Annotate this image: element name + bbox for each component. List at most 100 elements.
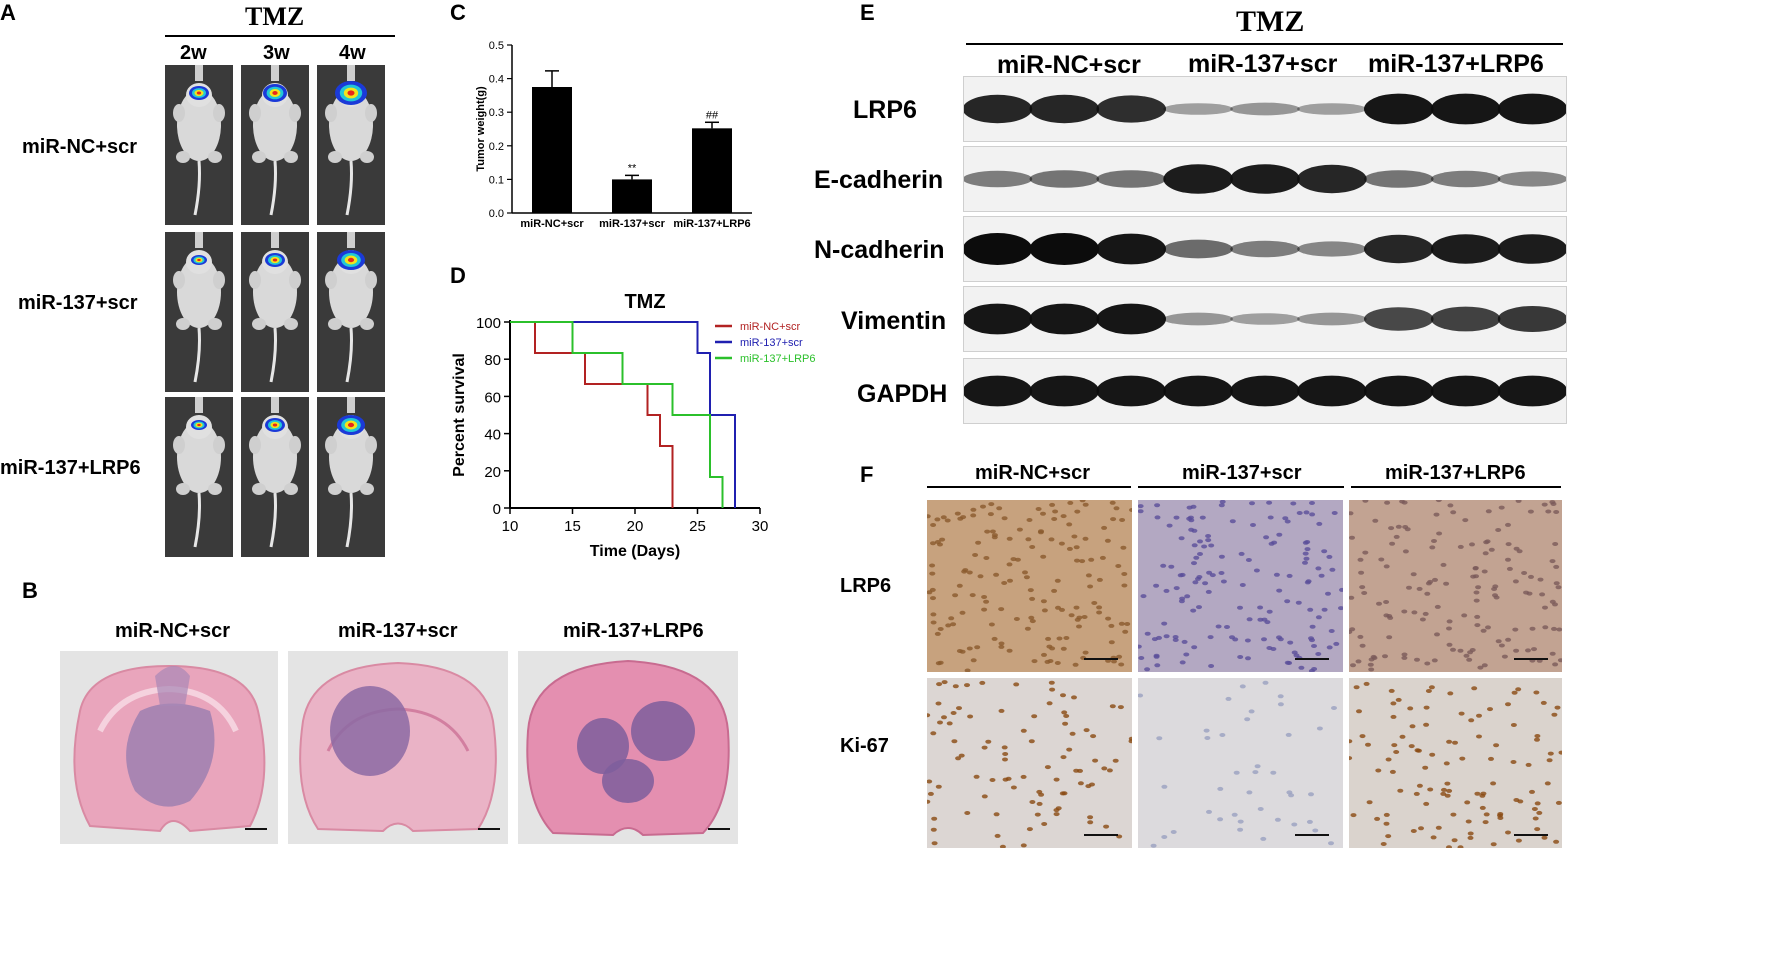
panel-d-letter: D <box>450 263 466 288</box>
bar <box>612 179 652 213</box>
he-section-image <box>518 651 738 844</box>
panel-e-treatment-label: TMZ <box>1236 5 1305 38</box>
survival-line <box>510 321 674 508</box>
he-group-label: miR-137+scr <box>338 620 458 642</box>
legend-label: miR-NC+scr <box>740 321 801 333</box>
x-tick-label: miR-137+LRP6 <box>673 218 750 230</box>
chart-title: TMZ <box>624 291 665 313</box>
mouse-image <box>241 65 309 225</box>
group-label: miR-NC+scr <box>22 136 138 158</box>
western-group-label: miR-137+LRP6 <box>1368 50 1544 78</box>
panel-b-letter: B <box>22 578 38 603</box>
group-label: miR-137+scr <box>18 292 138 314</box>
ihc-image <box>927 678 1132 848</box>
he-group-label: miR-137+LRP6 <box>563 620 704 642</box>
scale-bar <box>1514 658 1548 660</box>
protein-label: Vimentin <box>841 307 947 335</box>
protein-label: GAPDH <box>857 380 948 408</box>
y-tick-label: 0.0 <box>489 208 504 220</box>
panel-f-letter: F <box>860 462 874 487</box>
stain-label: LRP6 <box>840 575 892 597</box>
bar <box>692 128 732 213</box>
y-tick-label: 0.4 <box>489 74 504 86</box>
ihc-group-label: miR-NC+scr <box>975 462 1091 484</box>
x-tick-label: 10 <box>502 518 519 535</box>
y-tick-label: 0.3 <box>489 107 504 119</box>
scale-bar <box>1084 834 1118 836</box>
group-underline <box>1351 486 1561 488</box>
western-group-label: miR-NC+scr <box>997 51 1141 79</box>
ihc-image <box>1349 500 1562 672</box>
significance-label: ** <box>628 162 637 174</box>
ihc-group-label: miR-137+LRP6 <box>1385 462 1526 484</box>
tumor-weight-bar-chart: 0.0 0.1 0.2 0.3 0.4 0.5 Tumor weight(g) miR-NC+… <box>475 40 752 230</box>
x-tick-label: miR-137+scr <box>599 218 665 230</box>
blot-strip <box>962 146 1568 212</box>
he-group-label: miR-NC+scr <box>115 620 231 642</box>
bar <box>532 87 572 213</box>
x-tick-label: 25 <box>689 518 706 535</box>
y-tick-label: 40 <box>484 427 501 444</box>
panel-e-letter: E <box>860 0 875 25</box>
stain-label: Ki-67 <box>840 735 889 757</box>
blot-strip <box>962 216 1568 282</box>
y-axis-label: Percent survival <box>451 353 468 477</box>
y-axis-label: Tumor weight(g) <box>475 86 487 172</box>
y-tick-label: 0.5 <box>489 40 504 52</box>
mouse-image <box>317 65 385 225</box>
panel-a-letter: A <box>0 0 16 25</box>
ihc-image <box>1349 678 1562 848</box>
western-group-label: miR-137+scr <box>1188 50 1338 78</box>
x-tick-label: miR-NC+scr <box>520 218 584 230</box>
timepoint-label: 2w <box>180 42 207 64</box>
ihc-image <box>1138 678 1343 848</box>
group-label: miR-137+LRP6 <box>0 457 141 479</box>
group-underline <box>927 486 1131 488</box>
y-tick-label: 80 <box>484 352 501 369</box>
mouse-image <box>241 232 309 392</box>
y-tick-label: 100 <box>476 315 501 332</box>
blot-strip <box>962 358 1568 424</box>
x-tick-label: 20 <box>627 518 644 535</box>
panel-a-treatment-label: TMZ <box>245 2 305 31</box>
scale-bar <box>1514 834 1548 836</box>
survival-line <box>510 321 736 508</box>
legend-label: miR-137+LRP6 <box>740 353 816 365</box>
legend-label: miR-137+scr <box>740 337 803 349</box>
protein-label: E-cadherin <box>814 166 944 194</box>
scale-bar <box>1084 658 1118 660</box>
x-axis-label: Time (Days) <box>590 543 680 560</box>
significance-label: ## <box>706 109 719 121</box>
x-tick-label: 30 <box>752 518 769 535</box>
panel-a-treatment-line <box>165 35 395 37</box>
x-tick-label: 15 <box>564 518 581 535</box>
timepoint-label: 4w <box>339 42 366 64</box>
y-tick-label: 0.2 <box>489 141 504 153</box>
survival-curve-chart: TMZ 0 20 40 60 80 100 10 15 20 25 30 Time (Days) Perc… <box>451 291 816 560</box>
timepoint-label: 3w <box>263 42 290 64</box>
scale-bar <box>1295 658 1329 660</box>
protein-label: N-cadherin <box>814 236 945 264</box>
mouse-image <box>165 397 233 557</box>
blot-strip <box>962 286 1568 352</box>
group-underline <box>1138 486 1344 488</box>
scale-bar <box>708 828 730 830</box>
panel-e-treatment-line <box>966 43 1563 45</box>
y-tick-label: 0 <box>493 501 501 518</box>
scale-bar <box>478 828 500 830</box>
panel-c-letter: C <box>450 0 466 25</box>
mouse-image <box>241 397 309 557</box>
ihc-image <box>1138 500 1343 672</box>
he-section-image <box>60 651 278 844</box>
mouse-image <box>165 232 233 392</box>
scale-bar <box>1295 834 1329 836</box>
mouse-image <box>317 397 385 557</box>
y-tick-label: 0.1 <box>489 174 504 186</box>
mouse-image <box>317 232 385 392</box>
y-tick-label: 60 <box>484 389 501 406</box>
he-section-image <box>288 651 508 844</box>
y-tick-label: 20 <box>484 464 501 481</box>
scale-bar <box>245 828 267 830</box>
mouse-image <box>165 65 233 225</box>
blot-strip <box>962 76 1568 142</box>
